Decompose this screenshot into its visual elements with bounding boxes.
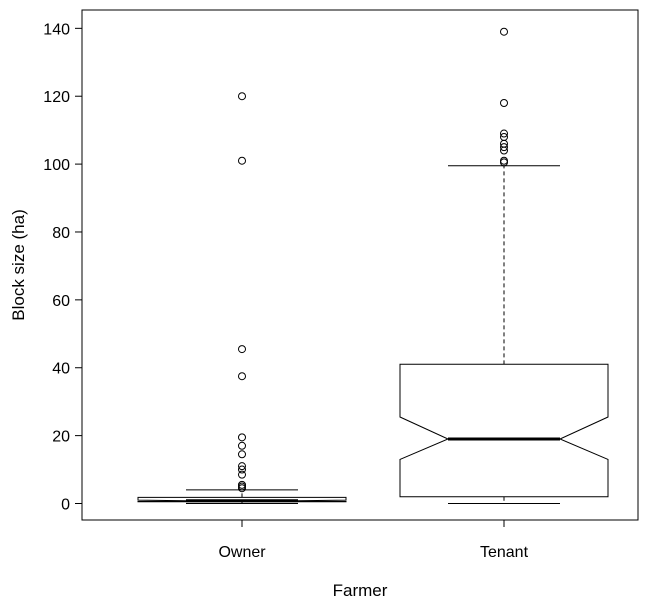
plot-border xyxy=(81,9,639,521)
outlier-point xyxy=(238,156,246,165)
notched-box xyxy=(399,363,609,498)
outlier-point xyxy=(238,345,246,354)
y-tick-label: 60 xyxy=(52,293,70,310)
y-tick-label: 20 xyxy=(52,429,70,446)
y-tick-label: 100 xyxy=(43,157,70,174)
x-tick-label: Owner xyxy=(218,544,266,561)
outlier-point xyxy=(500,143,508,152)
outlier-point xyxy=(238,450,246,459)
x-axis-title: Farmer xyxy=(333,581,388,600)
outlier-point xyxy=(238,92,246,101)
x-axis: Owner Tenant xyxy=(218,520,529,561)
x-tick-label: Tenant xyxy=(480,544,529,561)
outlier-point xyxy=(500,27,508,36)
y-tick-label: 140 xyxy=(43,21,70,38)
y-tick-label: 120 xyxy=(43,89,70,106)
box-series xyxy=(137,27,609,504)
outlier-point xyxy=(500,158,508,167)
outlier-point xyxy=(238,484,246,493)
y-tick-label: 80 xyxy=(52,225,70,242)
outlier-point xyxy=(238,470,246,479)
plot-area xyxy=(81,9,639,521)
box-owner xyxy=(137,92,347,504)
outlier-point xyxy=(238,482,246,491)
outlier-point xyxy=(500,156,508,165)
outlier-point xyxy=(500,99,508,108)
y-tick-label: 40 xyxy=(52,361,70,378)
outlier-point xyxy=(238,441,246,450)
box-tenant xyxy=(399,27,609,504)
y-axis: 0 20 40 60 80 100 120 140 xyxy=(43,21,82,514)
outlier-point xyxy=(238,462,246,471)
outlier-point xyxy=(238,465,246,474)
outlier-point xyxy=(238,433,246,442)
y-axis-title: Block size (ha) xyxy=(9,209,28,320)
outlier-point xyxy=(500,129,508,138)
outlier-point xyxy=(238,372,246,381)
y-tick-label: 0 xyxy=(61,497,70,514)
outlier-point xyxy=(500,146,508,155)
